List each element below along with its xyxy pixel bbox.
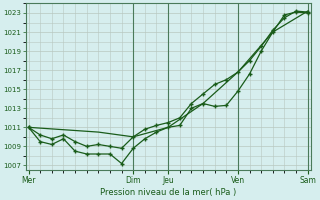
X-axis label: Pression niveau de la mer( hPa ): Pression niveau de la mer( hPa ) bbox=[100, 188, 236, 197]
